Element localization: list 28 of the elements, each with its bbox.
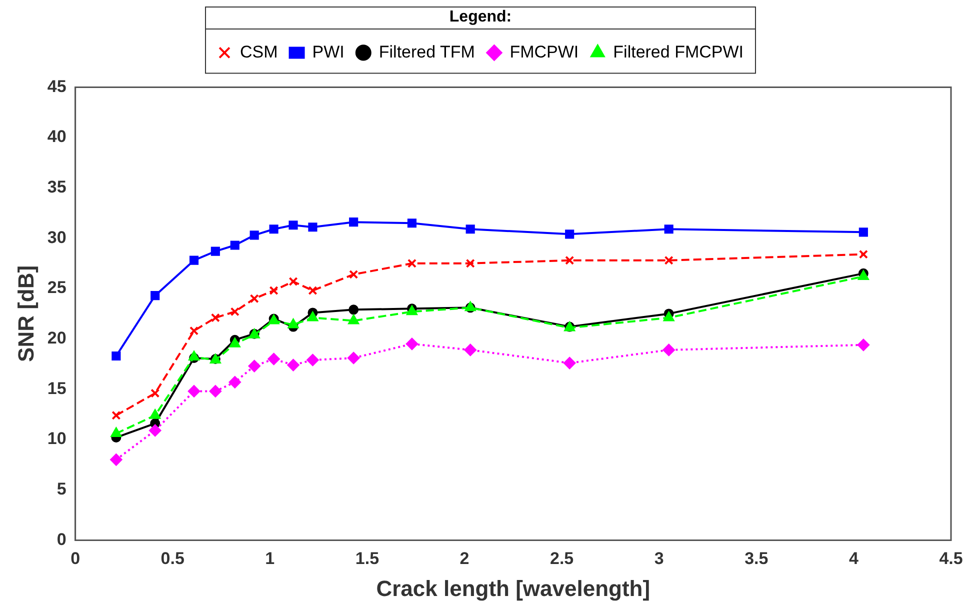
y-tick-label: 0 bbox=[56, 530, 66, 549]
x-tick-label: 2.5 bbox=[550, 549, 574, 568]
legend-label: CSM bbox=[240, 42, 278, 62]
x-tick-label: 4 bbox=[848, 549, 859, 568]
y-tick-label: 25 bbox=[47, 278, 66, 298]
y-tick-label: 20 bbox=[47, 328, 66, 348]
x-tick-label: 1.5 bbox=[355, 549, 380, 568]
legend-title: Legend: bbox=[449, 8, 512, 26]
legend-label: Filtered TFM bbox=[378, 42, 475, 62]
legend-label: FMCPWI bbox=[510, 42, 579, 62]
x-tick-label: 2 bbox=[460, 549, 470, 568]
y-tick-label: 10 bbox=[47, 429, 66, 448]
y-tick-label: 35 bbox=[47, 178, 66, 197]
y-tick-label: 45 bbox=[47, 76, 66, 96]
x-axis-title: Crack length [wavelength] bbox=[376, 576, 650, 601]
x-tick-label: 4.5 bbox=[939, 549, 963, 568]
y-tick-label: 15 bbox=[47, 378, 66, 398]
legend-label: PWI bbox=[312, 42, 344, 62]
y-tick-label: 5 bbox=[56, 480, 66, 499]
x-tick-label: 3 bbox=[654, 549, 664, 568]
y-tick-label: 30 bbox=[47, 228, 66, 247]
x-tick-label: 1 bbox=[265, 549, 275, 568]
y-axis-title: SNR [dB] bbox=[13, 265, 38, 362]
x-tick-label: 0 bbox=[70, 549, 80, 568]
y-tick-label: 40 bbox=[47, 127, 66, 146]
x-tick-label: 0.5 bbox=[160, 549, 184, 568]
x-tick-label: 3.5 bbox=[744, 549, 768, 568]
legend-label: Filtered FMCPWI bbox=[613, 42, 744, 62]
